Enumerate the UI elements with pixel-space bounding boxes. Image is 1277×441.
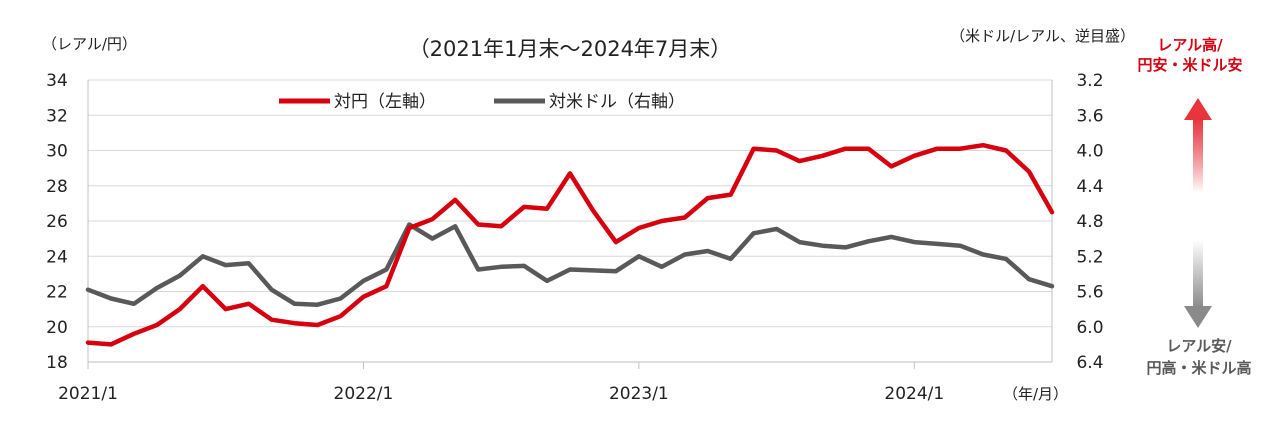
x-tick-label: 2021/1 bbox=[58, 384, 118, 404]
left-axis: 34 32 30 28 26 24 22 20 18 bbox=[46, 71, 68, 373]
series-layer bbox=[85, 142, 1055, 347]
left-axis-unit: （レアル/円） bbox=[42, 35, 137, 53]
x-tick-label: 2023/1 bbox=[609, 384, 669, 404]
right-tick-label: 3.2 bbox=[1076, 71, 1103, 91]
x-axis-unit: （年/月） bbox=[1003, 385, 1068, 403]
left-tick-label: 28 bbox=[46, 177, 68, 197]
left-tick-label: 20 bbox=[46, 318, 68, 338]
label-real-strong-line1: レアル高/ bbox=[1157, 36, 1223, 54]
right-axis: 3.2 3.6 4.0 4.4 4.8 5.2 5.6 6.0 6.4 bbox=[1076, 71, 1103, 373]
left-tick-label: 24 bbox=[46, 247, 68, 267]
chart-title: （2021年1月末～2024年7月末） bbox=[409, 37, 732, 61]
series-line-usd bbox=[85, 222, 1055, 307]
direction-annotations: レアル高/ 円安・米ドル安 レアル安/ 円高・米ドル高 bbox=[1137, 36, 1251, 377]
left-tick-label: 18 bbox=[46, 353, 68, 373]
right-tick-label: 4.4 bbox=[1076, 177, 1103, 197]
legend-label-yen: 対円（左軸） bbox=[334, 92, 436, 112]
legend-label-usd: 対米ドル（右軸） bbox=[549, 92, 685, 112]
left-tick-label: 22 bbox=[46, 283, 68, 303]
right-tick-label: 5.6 bbox=[1076, 283, 1103, 303]
x-tick-label: 2024/1 bbox=[884, 384, 944, 404]
label-real-strong-line2: 円安・米ドル安 bbox=[1137, 56, 1242, 74]
down-arrow-shaft bbox=[1193, 240, 1203, 308]
right-tick-label: 6.0 bbox=[1076, 318, 1103, 338]
down-arrow-icon bbox=[1184, 306, 1212, 328]
right-tick-label: 4.0 bbox=[1076, 142, 1103, 162]
left-tick-label: 30 bbox=[46, 142, 68, 162]
label-real-weak-line1: レアル安/ bbox=[1166, 337, 1232, 355]
left-tick-label: 32 bbox=[46, 106, 68, 126]
right-tick-label: 6.4 bbox=[1076, 353, 1103, 373]
right-tick-label: 5.2 bbox=[1076, 247, 1103, 267]
left-tick-label: 26 bbox=[46, 212, 68, 232]
series-line-yen bbox=[85, 142, 1055, 347]
right-tick-label: 4.8 bbox=[1076, 212, 1103, 232]
left-tick-label: 34 bbox=[46, 71, 68, 91]
label-real-weak-line2: 円高・米ドル高 bbox=[1146, 359, 1251, 377]
x-tick-label: 2022/1 bbox=[334, 384, 394, 404]
legend: 対円（左軸） 対米ドル（右軸） bbox=[279, 92, 685, 112]
right-tick-label: 3.6 bbox=[1076, 106, 1103, 126]
right-axis-unit: （米ドル/レアル、逆目盛） bbox=[950, 27, 1135, 45]
up-arrow-icon bbox=[1184, 98, 1212, 120]
up-arrow-shaft bbox=[1193, 118, 1203, 193]
x-axis: 2021/1 2022/1 2023/1 2024/1 bbox=[58, 362, 944, 404]
gridlines bbox=[87, 79, 1053, 363]
